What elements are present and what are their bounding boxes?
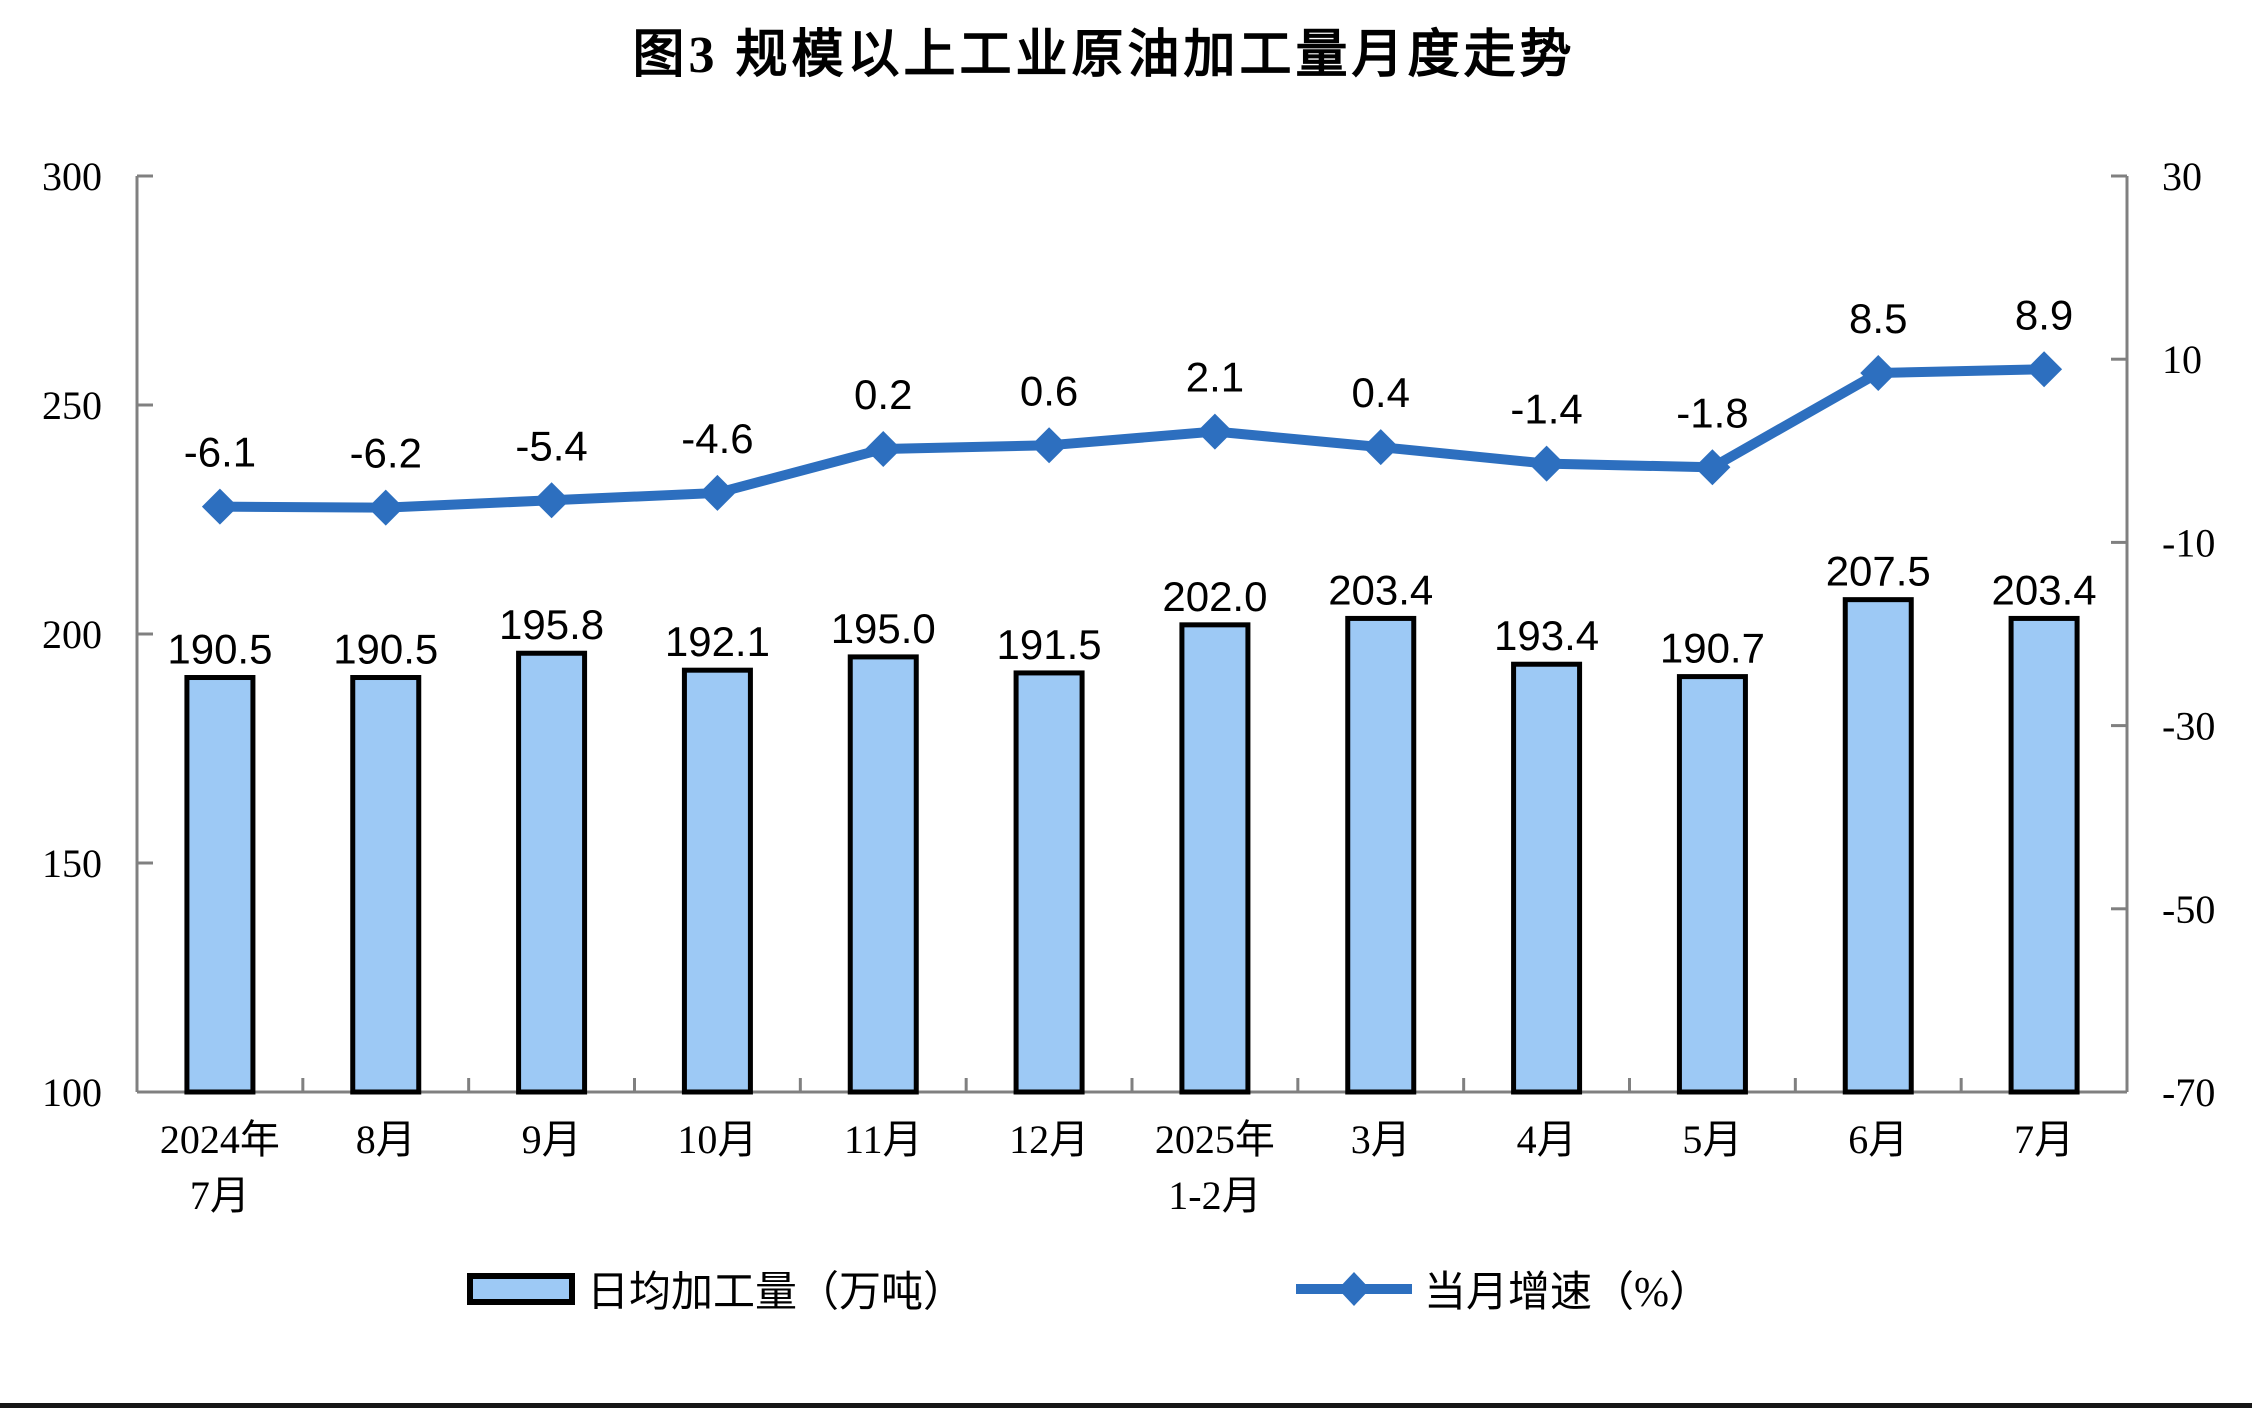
line-value-label: -6.2 (350, 430, 422, 477)
line-marker-2 (533, 482, 570, 519)
bar-value-label: 195.8 (499, 601, 604, 648)
bar-value-label: 195.0 (831, 605, 936, 652)
right-axis-tick-label: 30 (2162, 154, 2202, 199)
line-marker-1 (367, 489, 404, 526)
x-axis-category-label: 8月 (356, 1117, 416, 1162)
bar-3 (681, 667, 753, 1095)
x-axis-category-label: 3月 (1351, 1117, 1411, 1162)
line-marker-10 (1860, 354, 1897, 391)
bar-series-swatch-icon (467, 1272, 575, 1305)
x-axis-category-label: 2025年 1-2月 (1155, 1117, 1275, 1218)
line-value-label: 0.4 (1352, 369, 1410, 416)
line-value-label: -4.6 (681, 415, 753, 462)
line-series-swatch-icon (1296, 1271, 1412, 1306)
bar-value-label: 203.4 (1328, 566, 1433, 613)
bar-value-label: 190.5 (333, 626, 438, 673)
legend-item-bar-series: 日均加工量（万吨） (467, 1258, 965, 1319)
line-value-label: -5.4 (515, 422, 587, 469)
bar-value-label: 190.7 (1660, 625, 1765, 672)
right-axis-tick-label: -50 (2162, 887, 2215, 932)
bar-0 (184, 675, 256, 1095)
bar-value-label: 191.5 (997, 621, 1102, 668)
line-marker-7 (1362, 429, 1399, 466)
line-value-label: 2.1 (1186, 354, 1244, 401)
bar-value-label: 193.4 (1494, 612, 1599, 659)
line-marker-5 (1031, 427, 1068, 464)
bar-2 (516, 650, 588, 1095)
bar-11 (2008, 615, 2080, 1095)
left-axis-tick-label: 150 (42, 841, 102, 886)
line-marker-3 (699, 474, 736, 511)
bar-6 (1179, 622, 1251, 1095)
bar-value-label: 202.0 (1162, 573, 1267, 620)
bar-value-label: 190.5 (167, 626, 272, 673)
line-marker-6 (1196, 413, 1233, 450)
left-axis-tick-label: 100 (42, 1070, 102, 1115)
bottom-divider (0, 1403, 2252, 1408)
x-axis-category-label: 12月 (1009, 1117, 1089, 1162)
line-value-label: 8.5 (1849, 295, 1907, 342)
bar-5 (1013, 670, 1085, 1095)
line-value-label: 0.6 (1020, 367, 1078, 414)
x-axis-category-label: 6月 (1848, 1117, 1908, 1162)
right-axis-tick-label: -70 (2162, 1070, 2215, 1115)
growth-line (219, 364, 2045, 513)
legend-line-label: 当月增速（%） (1424, 1270, 1711, 1316)
chart-title: 图3 规模以上工业原油加工量月度走势 (632, 27, 1576, 84)
legend-item-line-series: 当月增速（%） (1292, 1258, 1711, 1319)
right-axis-tick-label: -10 (2162, 520, 2215, 565)
line-marker-8 (1528, 445, 1565, 482)
x-axis-category-label: 10月 (677, 1117, 757, 1162)
bar-value-label: 203.4 (1992, 566, 2097, 613)
bar-value-label: 207.5 (1826, 548, 1931, 595)
bar-1 (350, 675, 422, 1095)
line-marker-4 (865, 430, 902, 467)
legend-bar-label: 日均加工量（万吨） (587, 1270, 966, 1316)
line-marker-11 (2026, 351, 2063, 388)
bar-9 (1676, 674, 1748, 1095)
line-value-label: 8.9 (2015, 291, 2073, 338)
x-axis-category-label: 2024年 7月 (160, 1117, 280, 1218)
x-axis-category-label: 11月 (844, 1117, 923, 1162)
x-axis-category-label: 9月 (522, 1117, 582, 1162)
left-axis-tick-label: 250 (42, 383, 102, 428)
x-axis-category-label: 5月 (1682, 1117, 1742, 1162)
line-marker-9 (1694, 449, 1731, 486)
line-value-label: -1.4 (1510, 386, 1582, 433)
x-axis-category-label: 4月 (1517, 1117, 1577, 1162)
x-axis-category-label: 7月 (2014, 1117, 2074, 1162)
bar-10 (1842, 597, 1914, 1095)
left-axis-tick-label: 200 (42, 612, 102, 657)
line-value-label: 0.2 (854, 371, 912, 418)
bar-8 (1511, 661, 1583, 1095)
right-axis-tick-label: -30 (2162, 704, 2215, 749)
line-value-label: -1.8 (1676, 389, 1748, 436)
bar-7 (1345, 615, 1417, 1095)
right-axis-tick-label: 10 (2162, 337, 2202, 382)
line-marker-0 (201, 488, 238, 525)
bar-4 (847, 654, 919, 1095)
line-value-label: -6.1 (184, 429, 256, 476)
left-axis-tick-label: 300 (42, 154, 102, 199)
bar-value-label: 192.1 (665, 618, 770, 665)
